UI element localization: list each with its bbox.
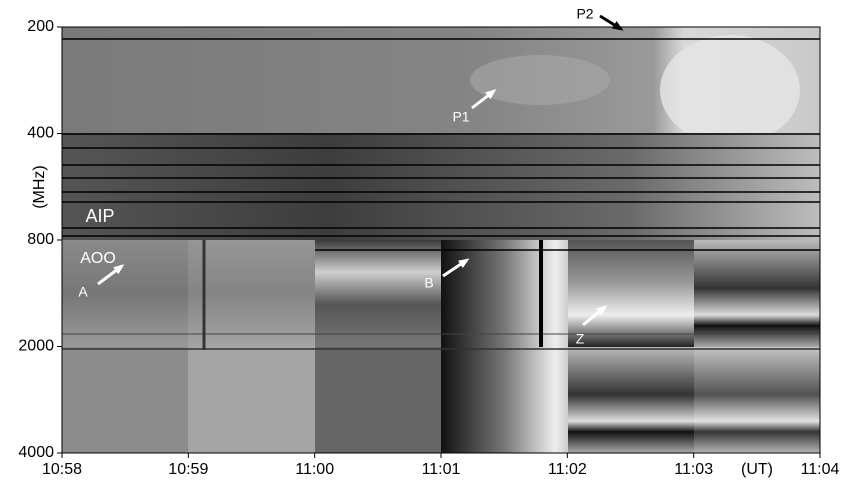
y-tick-label: 2000: [18, 338, 54, 355]
arrow-head: [612, 21, 624, 31]
x-tick-label: 11:00: [295, 461, 334, 478]
annotation-label: AIP: [85, 206, 114, 226]
arrow-head: [458, 258, 470, 268]
spectrogram: [61, 26, 821, 454]
annotation-label: A: [78, 284, 88, 300]
x-tick-label: 11:04: [801, 461, 840, 478]
y-tick-label: 400: [27, 125, 54, 142]
x-tick-label: 11:01: [422, 461, 461, 478]
annotation-label: B: [424, 275, 433, 291]
x-tick-label: 10:59: [168, 461, 208, 478]
annotation-arrows: [97, 14, 624, 327]
arrow-head: [113, 264, 125, 275]
y-axis-label: (MHz): [31, 165, 48, 209]
arrow-head: [485, 89, 497, 100]
arrow-head: [596, 305, 608, 316]
y-tick-label: 4000: [18, 444, 54, 461]
x-tick-label: 11:03: [674, 461, 713, 478]
x-tick-label: 10:58: [42, 461, 82, 478]
x-axis-label: (UT): [741, 461, 773, 478]
y-tick-label: 200: [27, 18, 54, 35]
annotation-label: P2: [576, 6, 593, 22]
annotation-label: Z: [576, 331, 585, 347]
y-tick-label: 800: [27, 231, 54, 248]
annotation-label: AOO: [80, 250, 116, 267]
x-tick-label: 11:02: [548, 461, 587, 478]
annotation-label: P1: [452, 109, 469, 125]
